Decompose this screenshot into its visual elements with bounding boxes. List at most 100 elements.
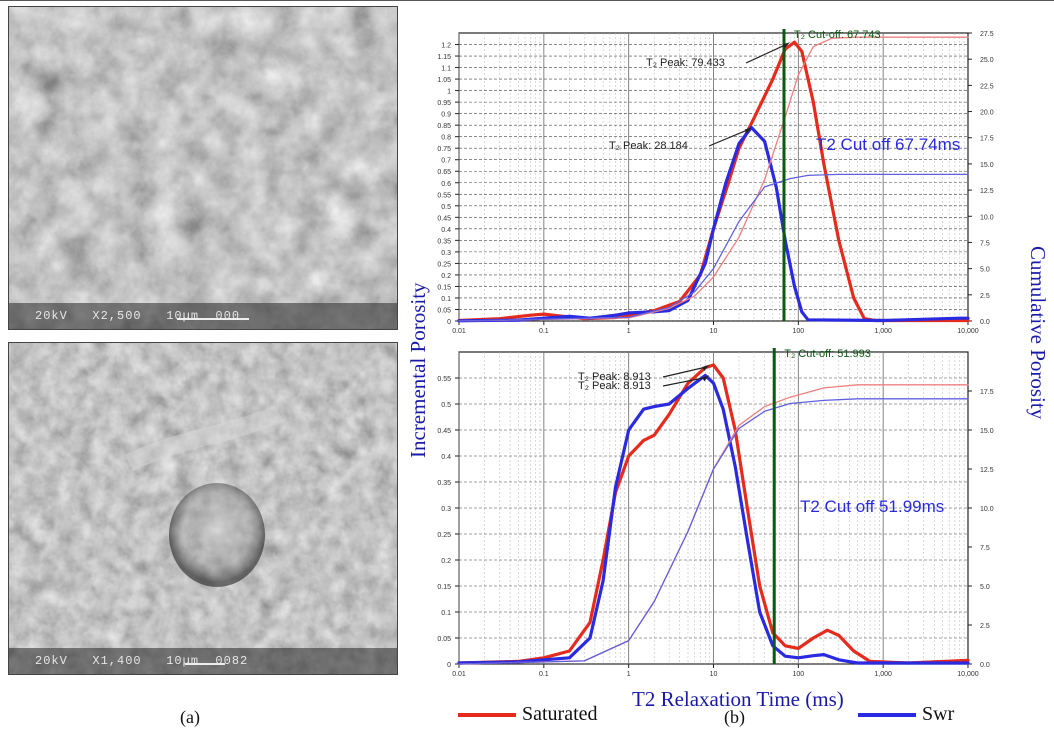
x-tick-label: 100 — [792, 328, 804, 335]
x-tick-label: 10,000 — [957, 671, 979, 678]
y2-tick-label: 17.5 — [980, 136, 994, 143]
y-axis-right-title: Cumulative Porosity — [1026, 246, 1050, 420]
x-tick-label: 100 — [792, 671, 804, 678]
y-tick-label: 0.35 — [437, 238, 451, 245]
sem-image-top: 20kV X2,500 10µm 000 — [8, 6, 398, 330]
peak-arrow — [662, 376, 707, 387]
sem-texture-bottom — [9, 343, 397, 674]
y2-tick-label: 0.0 — [980, 662, 990, 669]
y-tick-label: 0.85 — [437, 123, 451, 130]
y2-tick-label: 7.5 — [980, 240, 990, 247]
x-tick-label: 10 — [710, 671, 718, 678]
x-tick-label: 10,000 — [957, 328, 979, 335]
x-tick-label: 1 — [627, 671, 631, 678]
y2-tick-label: 15.0 — [980, 428, 994, 435]
peak-arrowhead — [744, 127, 752, 134]
peak-arrowhead — [702, 365, 710, 371]
y-tick-label: 0.4 — [441, 227, 451, 234]
y2-tick-label: 25.0 — [980, 57, 994, 64]
x-tick-label: 0.1 — [539, 671, 549, 678]
y-tick-label: 0.25 — [437, 261, 451, 268]
sem-caption: 20kV X2,500 10µm 000 — [35, 309, 241, 323]
panel-label-a: (a) — [180, 707, 200, 727]
y-tick-label: 1 — [447, 89, 451, 96]
y-tick-label: 0 — [447, 319, 451, 326]
legend-swatch-swr — [858, 713, 916, 717]
x-tick-label: 1 — [627, 328, 631, 335]
y-tick-label: 1.1 — [441, 66, 451, 73]
y-tick-label: 0.75 — [437, 146, 451, 153]
legend-label-saturated: Saturated — [522, 703, 598, 725]
peak-label: T₂ Peak: 79.433 — [646, 57, 725, 69]
y-tick-label: 0.1 — [441, 296, 451, 303]
peak-label: T₂ Peak: 8.913 — [578, 380, 651, 392]
y2-tick-label: 10.0 — [980, 214, 994, 221]
y2-tick-label: 10.0 — [980, 506, 994, 513]
x-tick-label: 1,000 — [874, 671, 892, 678]
y-tick-label: 0.3 — [441, 506, 451, 513]
y2-tick-label: 17.5 — [980, 389, 994, 396]
series-line-1-1 — [457, 40, 970, 323]
y-tick-label: 0.1 — [441, 610, 451, 617]
y2-tick-label: 5.0 — [980, 267, 990, 274]
y2-tick-label: 7.5 — [980, 545, 990, 552]
y-tick-label: 0.35 — [437, 480, 451, 487]
series-line-1-2 — [457, 125, 970, 323]
sem-info-bar — [9, 648, 397, 674]
peak-arrow — [745, 43, 788, 64]
cutoff-annotation: T2 Cut off 51.99ms — [800, 497, 944, 516]
y2-tick-label: 20.0 — [980, 110, 994, 117]
peak-arrow — [708, 128, 749, 147]
sem-caption: 20kV X1,400 10µm 0082 — [35, 654, 249, 668]
peak-arrowhead — [702, 375, 710, 382]
plot-area-1 — [458, 32, 969, 322]
y-axis-left-title: Incremental Porosity — [406, 282, 430, 458]
top-rule — [0, 0, 1054, 1]
sem-image-bottom: 20kV X1,400 10µm 0082 — [8, 342, 398, 675]
y-tick-label: 0.45 — [437, 428, 451, 435]
sem-info-bar — [9, 303, 397, 329]
x-tick-label: 0.01 — [452, 671, 466, 678]
series-line-2-2 — [457, 373, 970, 665]
y2-tick-label: 5.0 — [980, 584, 990, 591]
y-axis-left-title-wrap: Incremental Porosity — [406, 282, 430, 458]
y2-tick-label: 2.5 — [980, 623, 990, 630]
y-tick-label: 0.65 — [437, 169, 451, 176]
y-tick-label: 0.5 — [441, 204, 451, 211]
peak-label: T₂ Peak: 8.913 — [578, 371, 651, 383]
x-axis-title: T2 Relaxation Time (ms) — [632, 687, 844, 711]
y2-tick-label: 15.0 — [980, 162, 994, 169]
panel-label-b: (b) — [724, 707, 745, 727]
x-tick-label: 10 — [710, 328, 718, 335]
y-tick-label: 0.7 — [441, 158, 451, 165]
y-tick-label: 1.15 — [437, 54, 451, 61]
x-tick-label: 0.1 — [539, 328, 549, 335]
legend-swatch-saturated — [458, 713, 516, 717]
series-line-2-1 — [457, 363, 970, 665]
y2-tick-label: 12.5 — [980, 467, 994, 474]
peak-arrowhead — [782, 42, 790, 49]
y-tick-label: 0.3 — [441, 250, 451, 257]
y2-tick-label: 27.5 — [980, 31, 994, 38]
y-tick-label: 0.15 — [437, 584, 451, 591]
x-tick-label: 1,000 — [874, 328, 892, 335]
cutoff-label: T₂ Cut-off: 51.993 — [784, 348, 871, 360]
sem-scale-bar — [185, 663, 225, 665]
y-tick-label: 0.05 — [437, 307, 451, 314]
y-tick-label: 0.25 — [437, 532, 451, 539]
y-tick-label: 0.9 — [441, 112, 451, 119]
y-tick-label: 0.8 — [441, 135, 451, 142]
series-line-2-3 — [458, 384, 969, 665]
y-tick-label: 0.6 — [441, 181, 451, 188]
series-line-1-4 — [458, 173, 969, 322]
y-tick-label: 0.4 — [441, 454, 451, 461]
peak-label: T₂ Peak: 28.184 — [609, 140, 688, 152]
y-tick-label: 0.55 — [437, 192, 451, 199]
y-tick-label: 0.95 — [437, 100, 451, 107]
cutoff-label: T₂ Cut-off: 67.743 — [794, 29, 881, 41]
y-tick-label: 1.05 — [437, 77, 451, 84]
y2-tick-label: 0.0 — [980, 319, 990, 326]
peak-arrow — [662, 366, 707, 378]
sem-scale-bar — [177, 318, 249, 320]
legend-label-swr: Swr — [922, 703, 955, 725]
